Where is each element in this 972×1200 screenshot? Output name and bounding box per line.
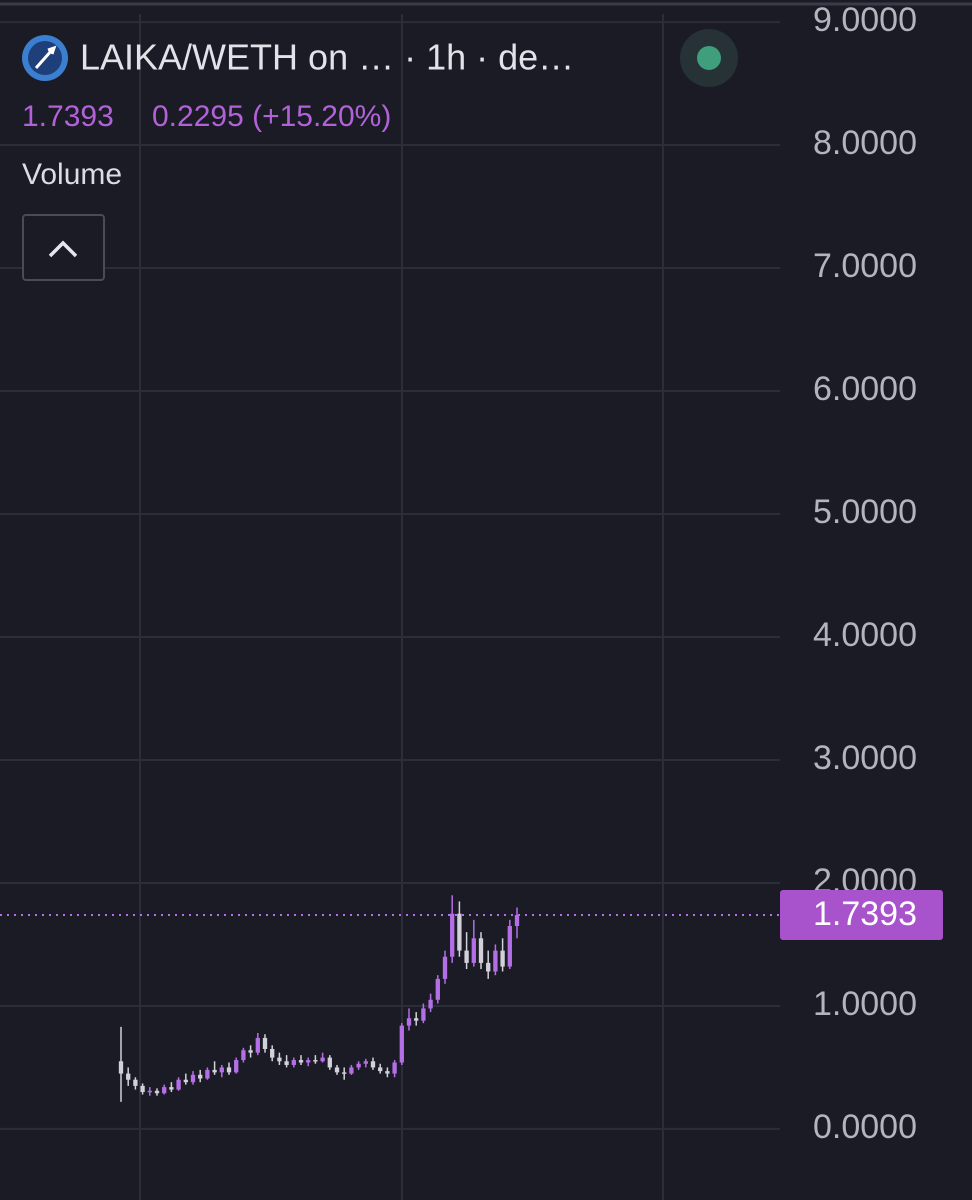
candle-body <box>342 1072 347 1074</box>
candle-body <box>284 1061 289 1065</box>
y-tick-label: 7.0000 <box>813 247 917 285</box>
candle-body <box>198 1074 203 1079</box>
price-change: 0.2295 (+15.20%) <box>152 100 391 133</box>
price-tag: 1.7393 <box>0 890 943 941</box>
candle-body <box>248 1050 253 1053</box>
candle-body <box>176 1079 181 1090</box>
candle-body <box>205 1069 210 1079</box>
candle-body <box>428 999 433 1009</box>
candle-body <box>514 915 520 926</box>
candle-body <box>349 1067 354 1074</box>
token-logo-glyph <box>34 45 57 69</box>
y-tick-label: 8.0000 <box>813 124 917 162</box>
candle-body <box>162 1087 167 1094</box>
candle-body <box>406 1018 412 1026</box>
candle-body <box>262 1037 268 1049</box>
y-tick-label: 4.0000 <box>813 616 917 654</box>
candle-body <box>450 913 455 957</box>
candle-body <box>226 1067 232 1073</box>
candle-body <box>241 1050 246 1061</box>
candle-body <box>133 1079 138 1086</box>
candle-body <box>140 1085 145 1093</box>
candle-body <box>306 1060 311 1063</box>
chart-title: LAIKA/WETH on … · 1h · de… <box>80 37 574 78</box>
candle-body <box>219 1067 224 1073</box>
y-tick-label: 5.0000 <box>813 493 917 531</box>
chevron-up <box>48 240 78 258</box>
y-tick-label: 3.0000 <box>813 739 917 777</box>
candle-body <box>334 1067 340 1073</box>
candle-body <box>212 1069 217 1073</box>
status-dot <box>697 46 721 70</box>
candle-body <box>291 1060 296 1065</box>
candle-body <box>414 1018 419 1021</box>
y-tick-label: 6.0000 <box>813 370 917 408</box>
candle-body <box>234 1060 239 1073</box>
grid <box>0 14 780 1200</box>
candle-body <box>363 1061 368 1064</box>
collapse-button[interactable] <box>22 214 105 281</box>
candle-body <box>255 1037 260 1053</box>
candles <box>118 895 520 1102</box>
candle-body <box>126 1073 131 1080</box>
last-price-box <box>780 890 943 941</box>
candle-body <box>356 1063 361 1068</box>
candle-body <box>486 962 491 972</box>
y-tick-label: 1.0000 <box>813 985 917 1023</box>
candle-body <box>320 1057 325 1062</box>
candle-body <box>471 938 476 963</box>
candle-body <box>183 1079 188 1083</box>
candle-body <box>313 1060 318 1062</box>
candle-body <box>392 1062 397 1074</box>
candle-body <box>385 1071 390 1074</box>
candle-body <box>298 1060 304 1063</box>
candle-body <box>270 1048 275 1058</box>
candle-body <box>493 950 498 972</box>
candle-body <box>435 978 440 1000</box>
candle-body <box>169 1087 174 1090</box>
candle-body <box>500 950 505 967</box>
last-price-label: 1.7393 <box>813 895 917 933</box>
candle-body <box>147 1090 152 1093</box>
candle-body <box>457 913 462 951</box>
candle-body <box>190 1074 196 1083</box>
candle-body <box>464 950 469 963</box>
volume-label: Volume <box>22 158 122 191</box>
candle-body <box>277 1057 282 1062</box>
candle-body <box>118 1061 124 1074</box>
candle-body <box>154 1090 160 1094</box>
candle-body <box>421 1008 426 1021</box>
last-price: 1.7393 <box>22 100 114 133</box>
candle-body <box>478 938 484 963</box>
y-tick-label: 0.0000 <box>813 1108 917 1146</box>
candle-body <box>378 1067 383 1072</box>
candle-body <box>442 956 448 979</box>
candle-body <box>399 1025 404 1063</box>
header: LAIKA/WETH on … · 1h · de… 1.7393 0.2295… <box>22 29 738 281</box>
candle-body <box>507 925 512 967</box>
candle-body <box>370 1061 376 1068</box>
y-tick-label: 9.0000 <box>813 1 917 39</box>
candle-body <box>327 1057 332 1068</box>
